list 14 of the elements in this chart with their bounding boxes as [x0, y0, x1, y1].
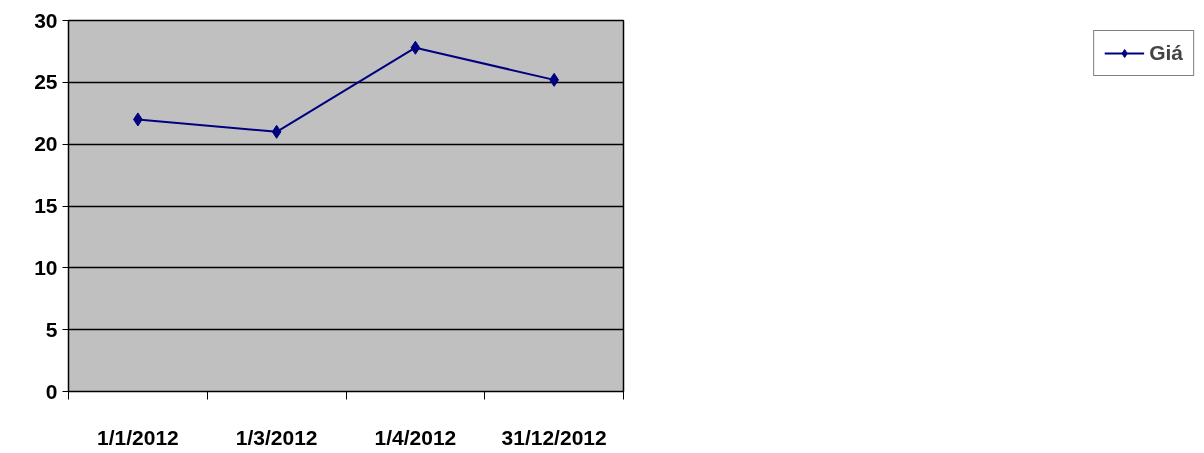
y-tick-label: 10: [34, 255, 58, 279]
legend-label: Giá: [1149, 41, 1183, 65]
x-tick-label: 1/3/2012: [235, 425, 318, 449]
point: [271, 124, 282, 139]
y-tick-label: 20: [34, 132, 58, 156]
x-tick-label: 1/1/2012: [97, 425, 179, 449]
y-tick-label: 0: [45, 379, 58, 403]
y-tick-label: 25: [34, 70, 58, 94]
y-tick-label: 30: [34, 8, 58, 32]
x-tick-label: 1/4/2012: [374, 425, 457, 449]
point: [410, 40, 421, 55]
x-tick-label: 31/12/2012: [501, 425, 607, 449]
y-tick-label: 15: [34, 194, 58, 217]
y-tick-label: 5: [45, 317, 58, 341]
